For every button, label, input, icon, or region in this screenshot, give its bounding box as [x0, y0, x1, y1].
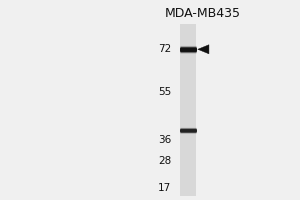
- Polygon shape: [198, 45, 209, 54]
- Text: 17: 17: [158, 183, 171, 193]
- Bar: [180, 24, 196, 196]
- Text: 36: 36: [158, 135, 171, 145]
- Text: 55: 55: [158, 87, 171, 97]
- Text: MDA-MB435: MDA-MB435: [165, 7, 241, 20]
- Text: 28: 28: [158, 156, 171, 166]
- Text: 72: 72: [158, 44, 171, 54]
